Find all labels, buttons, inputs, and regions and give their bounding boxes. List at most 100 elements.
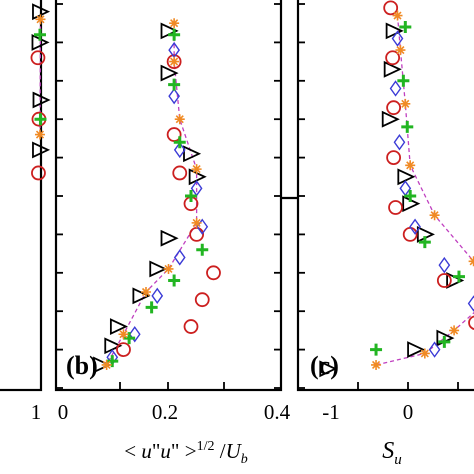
asterisk-marker	[174, 114, 185, 125]
asterisk-marker	[101, 359, 112, 370]
triangle-marker	[397, 168, 416, 186]
triangle-marker	[183, 145, 202, 163]
triangle-marker	[407, 341, 426, 359]
triangle-marker	[93, 356, 112, 374]
panel-b-xtick-2: 0.4	[264, 400, 291, 424]
panel-b-xtick-0: 0	[58, 400, 69, 424]
circle-marker	[386, 100, 402, 116]
plus-marker	[452, 270, 465, 283]
plus-marker	[173, 136, 186, 149]
circle-marker	[30, 50, 46, 66]
plus-marker	[418, 236, 431, 249]
panel-a-frame	[0, 0, 43, 392]
circle-marker	[183, 319, 199, 334]
circle-marker	[172, 165, 188, 181]
series-dash-line	[375, 15, 474, 366]
diamond-marker	[151, 287, 164, 305]
circle-marker	[468, 315, 474, 330]
diamond-marker	[391, 30, 404, 47]
circle-marker	[436, 273, 452, 288]
diamond-marker	[428, 341, 441, 358]
plus-marker	[370, 343, 383, 356]
triangle-marker	[149, 260, 168, 278]
asterisk-marker	[169, 18, 180, 29]
asterisk-marker	[405, 160, 416, 171]
triangle-marker	[32, 141, 51, 159]
triangle-marker	[383, 60, 402, 78]
triangle-marker	[109, 318, 129, 335]
panel-b-marks	[93, 18, 221, 374]
panel-b-ticks	[56, 3, 298, 390]
panel-c-xtick-1: 0	[403, 400, 414, 424]
circle-marker	[31, 165, 46, 181]
plus-marker	[123, 332, 136, 345]
circle-marker	[194, 292, 210, 308]
asterisk-marker	[191, 217, 202, 228]
plus-marker	[34, 113, 47, 126]
diamond-marker	[467, 295, 474, 312]
plus-marker	[168, 28, 181, 41]
panel-c-xtick-0: -1	[322, 400, 340, 424]
triangle-marker	[385, 22, 404, 40]
panel-c-ticks	[298, 3, 459, 390]
asterisk-marker	[392, 10, 403, 21]
panel-c-label: (c)	[310, 351, 339, 380]
circle-marker	[189, 226, 205, 242]
circle-marker	[116, 342, 131, 358]
circle-marker	[383, 0, 399, 16]
panel-c-frame	[296, 0, 474, 392]
triangle-marker	[319, 360, 338, 378]
plus-marker	[397, 74, 410, 87]
triangle-marker	[381, 110, 400, 128]
asterisk-marker	[429, 210, 440, 221]
panel-b: (b) 0 0.2 0.4 < u"u" >1/2 /Ub	[54, 0, 298, 467]
diamond-marker	[173, 249, 186, 266]
asterisk-marker	[371, 359, 382, 370]
triangle-marker	[32, 91, 51, 109]
series-dash-line	[39, 19, 42, 135]
diamond-marker	[168, 87, 180, 105]
circle-marker	[206, 265, 221, 281]
series-dash-line	[106, 23, 198, 366]
triangle-marker	[104, 337, 123, 355]
plus-marker	[33, 28, 46, 41]
plus-marker	[168, 274, 181, 287]
panel-c: (c) -1 0 Su	[296, 0, 474, 468]
plus-marker	[185, 190, 197, 202]
asterisk-marker	[419, 348, 430, 359]
triangle-marker	[132, 287, 151, 305]
plus-marker	[438, 335, 451, 348]
asterisk-marker	[169, 56, 180, 67]
diamond-marker	[438, 256, 451, 274]
panel-a-marks	[30, 3, 51, 181]
diamond-marker	[409, 218, 421, 235]
panel-b-xlabel: < u"u" >1/2 /Ub	[124, 439, 248, 467]
asterisk-marker	[400, 98, 411, 109]
circle-marker	[386, 150, 402, 166]
asterisk-marker	[34, 129, 45, 140]
plus-marker	[401, 120, 414, 133]
plus-marker	[168, 78, 181, 91]
triangle-marker	[160, 229, 179, 247]
asterisk-marker	[118, 329, 129, 340]
triangle-marker	[160, 64, 179, 82]
plus-marker	[106, 355, 119, 368]
plus-marker	[399, 21, 412, 34]
circle-marker	[388, 200, 403, 215]
asterisk-marker	[163, 263, 174, 274]
panel-c-marks	[319, 0, 474, 378]
panel-c-xlabel: Su	[382, 438, 402, 468]
plus-marker	[404, 190, 417, 202]
panel-b-xtick-1: 0.2	[152, 400, 178, 424]
diamond-marker	[173, 141, 186, 159]
plus-marker	[196, 243, 209, 256]
asterisk-marker	[141, 287, 151, 297]
diamond-marker	[389, 80, 402, 97]
asterisk-marker	[191, 164, 202, 175]
asterisk-marker	[395, 45, 406, 56]
diamond-marker	[393, 134, 406, 151]
circle-marker	[385, 50, 401, 66]
panel-a-xtick-label: 1	[31, 400, 42, 424]
circle-marker	[166, 54, 182, 69]
